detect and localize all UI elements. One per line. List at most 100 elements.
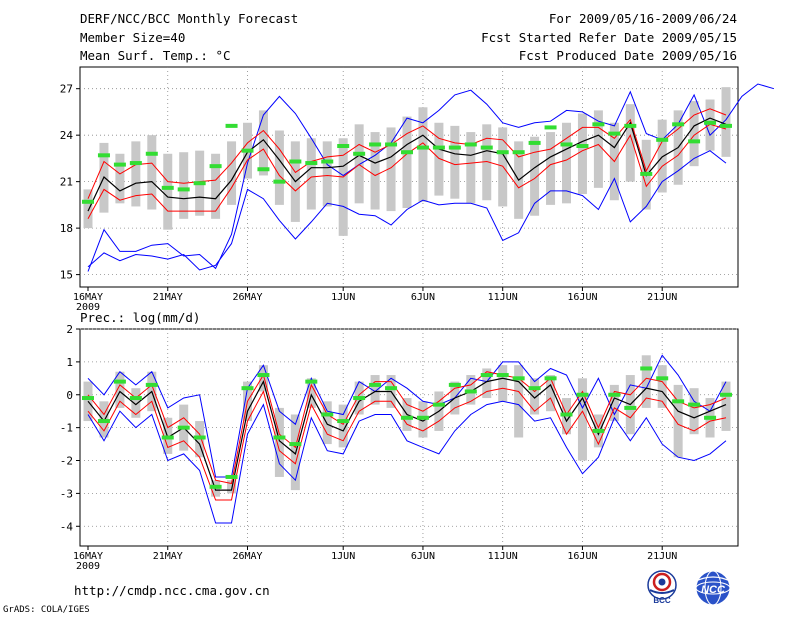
- prec-spread-box: [115, 371, 125, 408]
- temp-spread-box: [338, 138, 348, 236]
- temp-spread-box: [530, 136, 540, 216]
- prec-observation-mark: [560, 412, 573, 417]
- prec-x-tick-label: 11JUN: [488, 551, 518, 562]
- temp-y-tick-label: 24: [60, 129, 74, 142]
- prec-y-tick-label: -1: [60, 422, 73, 435]
- prec-observation-mark: [480, 373, 493, 378]
- prec-observation-mark: [369, 382, 382, 387]
- temp-observation-mark: [448, 145, 461, 150]
- temp-spread-box: [147, 135, 157, 210]
- temp-observation-mark: [289, 159, 302, 164]
- temp-observation-mark: [496, 150, 509, 155]
- prec-y-tick-label: 2: [66, 323, 73, 336]
- temp-spread-box: [274, 130, 284, 205]
- temp-spread-box: [83, 189, 93, 229]
- temp-observation-mark: [369, 142, 382, 147]
- temp-observation-mark: [353, 151, 366, 156]
- variable-label: Mean Surf. Temp.: °C: [80, 48, 231, 63]
- temp-observation-mark: [177, 187, 190, 192]
- temp-spread-box: [450, 125, 460, 199]
- temp-spread-box: [689, 101, 699, 167]
- temp-spread-box: [562, 122, 571, 204]
- temp-observation-mark: [82, 199, 94, 204]
- temp-panel: 15 18 21 24 27 16MAY 21MAY 26MAY 1JUN 6JUN 11JUN 16…: [60, 66, 775, 313]
- prec-y-tick-label: -4: [60, 520, 74, 533]
- temp-x-tick-label: 21MAY: [153, 292, 183, 303]
- prec-observation-mark: [193, 435, 206, 440]
- temp-observation-mark: [193, 181, 206, 186]
- ncc-logo-text: NCC: [701, 584, 726, 596]
- prec-spread-box: [338, 404, 348, 448]
- temp-series-mean: [87, 117, 727, 212]
- prec-spread-box: [227, 480, 237, 494]
- temp-y-tick-label: 27: [60, 83, 73, 96]
- temp-observation-mark: [512, 150, 525, 155]
- temp-observation-mark: [113, 162, 126, 167]
- prec-observation-mark: [464, 389, 477, 394]
- prec-observation-mark: [145, 382, 158, 387]
- temp-spread-box: [546, 132, 556, 205]
- prec-observation-mark: [305, 379, 318, 384]
- prec-observation-mark: [688, 402, 701, 407]
- prec-spread-box: [482, 368, 492, 399]
- temp-observation-mark: [401, 150, 413, 155]
- prec-series-max: [87, 354, 727, 478]
- prec-observation-mark: [113, 379, 126, 384]
- temp-observation-mark: [464, 142, 477, 147]
- temp-spread-box: [705, 99, 715, 151]
- temp-observation-mark: [241, 148, 254, 153]
- temp-plot-frame: [79, 66, 739, 288]
- prec-observation-mark: [321, 412, 334, 417]
- temp-observation-mark: [161, 185, 174, 190]
- temp-observation-mark: [528, 140, 541, 145]
- temp-spread-box: [721, 87, 731, 157]
- prec-spread-box: [689, 388, 699, 435]
- temp-observation-mark: [704, 120, 717, 125]
- temp-observation-mark: [560, 142, 573, 147]
- temp-spread-box: [115, 153, 125, 204]
- temp-spread-box: [211, 153, 221, 219]
- chart-title: DERF/NCC/BCC Monthly Forecast: [80, 11, 299, 26]
- prec-observation-mark: [161, 435, 174, 440]
- prec-observation-mark: [704, 415, 717, 420]
- prec-observation-mark: [656, 376, 669, 381]
- prec-observation-mark: [432, 402, 445, 407]
- temp-observation-mark: [305, 161, 318, 166]
- temp-observation-mark: [145, 151, 158, 156]
- bcc-logo-icon: BCC: [647, 570, 677, 605]
- temp-x-tick-label: 6JUN: [411, 292, 435, 303]
- temp-x-tick-label: 16MAY: [73, 292, 103, 303]
- temp-observation-mark: [416, 145, 429, 150]
- temp-spread-box: [306, 138, 316, 210]
- prec-x-tick-label: 16JUN: [567, 551, 597, 562]
- temp-observation-mark: [432, 145, 445, 150]
- prec-observation-mark: [273, 435, 286, 440]
- temp-y-tick-label: 18: [60, 222, 73, 235]
- temp-observation-mark: [576, 144, 589, 149]
- temp-observation-mark: [337, 144, 350, 149]
- temp-spread-box: [354, 124, 364, 204]
- prec-observation-mark: [672, 399, 685, 404]
- prec-observation-mark: [496, 373, 509, 378]
- temp-observation-mark: [209, 164, 222, 169]
- prec-observation-mark: [385, 386, 398, 391]
- prec-observation-mark: [353, 396, 366, 401]
- prec-observation-mark: [528, 386, 541, 391]
- source-url[interactable]: http://cmdp.ncc.cma.gov.cn: [74, 583, 270, 598]
- temp-x-tick-label: 26MAY: [232, 292, 262, 303]
- prec-observation-mark: [401, 415, 413, 420]
- temp-series-max: [87, 83, 775, 272]
- temp-observation-mark: [129, 161, 142, 166]
- temp-y-tick-label: 21: [60, 176, 73, 189]
- prec-series-upper: [87, 371, 727, 485]
- prec-observation-mark: [241, 386, 254, 391]
- prec-y-tick-label: 0: [66, 389, 73, 402]
- temp-observation-mark: [225, 123, 238, 128]
- prec-spread-box: [721, 381, 731, 431]
- bcc-logo-text: BCC: [653, 596, 671, 605]
- prec-observation-mark: [289, 442, 302, 447]
- temp-observation-mark: [97, 153, 110, 158]
- temp-observation-mark: [624, 123, 637, 128]
- temp-x-tick-label: 16JUN: [567, 292, 597, 303]
- prec-observation-mark: [640, 366, 653, 371]
